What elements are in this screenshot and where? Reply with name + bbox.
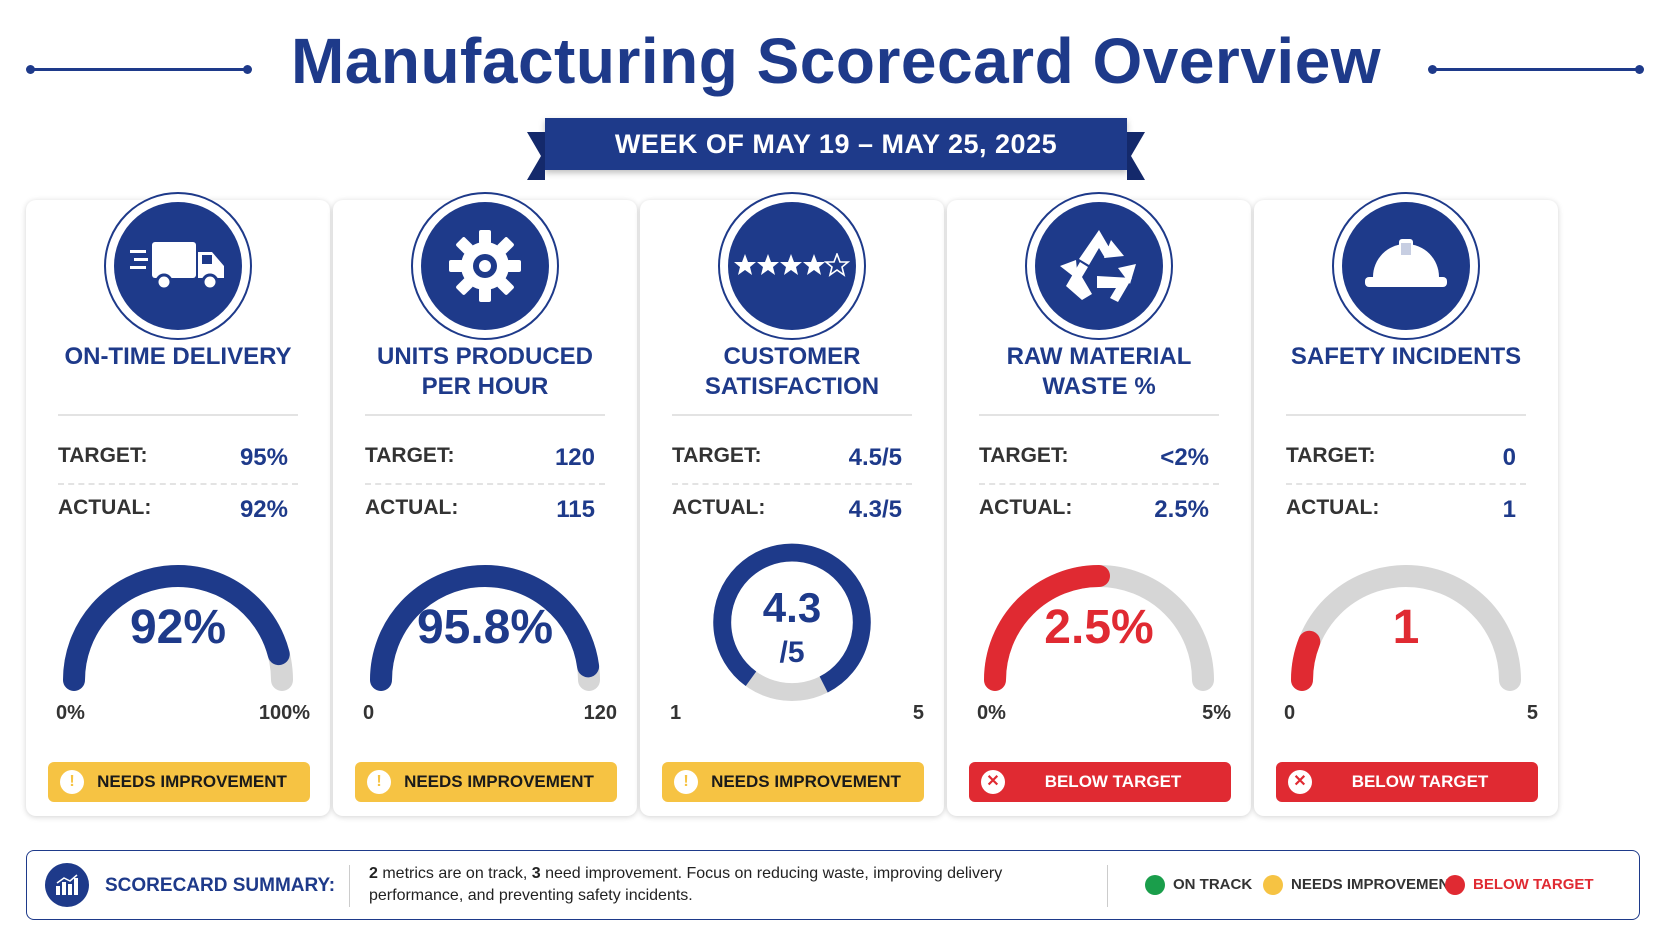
actual-value: 1 <box>1502 496 1516 523</box>
card-title: UNITS PRODUCED PER HOUR <box>376 343 593 400</box>
row-divider <box>58 483 298 485</box>
card-title: ON-TIME DELIVERY <box>64 343 292 370</box>
metric-card: ON-TIME DELIVERY TARGET: 95% ACTUAL: 92%… <box>26 192 330 816</box>
metric-card: RAW MATERIAL WASTE % TARGET: <2% ACTUAL: … <box>947 192 1251 816</box>
gauge-fill <box>370 565 600 691</box>
target-value: 0 <box>1502 444 1516 471</box>
title-row: Manufacturing Scorecard Overview <box>0 18 1672 108</box>
bar-chart-icon <box>45 863 89 907</box>
gauge-min-label: 0 <box>363 702 375 724</box>
card-divider <box>1286 414 1526 416</box>
card-divider <box>672 414 912 416</box>
week-banner: WEEK OF MAY 19 – MAY 25, 2025 <box>527 118 1145 180</box>
actual-row: ACTUAL: 4.3/5 <box>672 496 902 523</box>
actual-value: 115 <box>556 496 595 523</box>
delivery-truck-icon <box>114 202 242 330</box>
actual-value: 92% <box>239 496 288 523</box>
gauge-fill <box>1291 630 1321 691</box>
gauge-min-label: 0 <box>1284 702 1296 724</box>
recycle-icon-badge <box>1025 192 1173 340</box>
gauge-fill <box>63 565 290 691</box>
status-badge: ✕ BELOW TARGET <box>1276 762 1538 802</box>
x-circle-icon: ✕ <box>1288 770 1312 794</box>
gauge-max-label: 100% <box>258 702 310 724</box>
metric-card: UNITS PRODUCED PER HOUR TARGET: 120 ACTUA… <box>333 192 637 816</box>
target-row: TARGET: 0 <box>1286 444 1516 471</box>
target-row: TARGET: 4.5/5 <box>672 444 902 471</box>
title-divider-right <box>1428 65 1644 74</box>
actual-value: 2.5% <box>1154 496 1209 523</box>
legend-divider <box>1107 865 1108 907</box>
card-divider <box>58 414 298 416</box>
legend-on-track: ON TRACK <box>1145 875 1252 895</box>
card-title: CUSTOMER SATISFACTION <box>704 343 880 400</box>
delivery-truck-icon-badge <box>104 192 252 340</box>
gauge-fill <box>713 543 871 693</box>
target-row: TARGET: <2% <box>979 444 1209 471</box>
scorecard-summary: SCORECARD SUMMARY: 2 metrics are on trac… <box>26 850 1640 920</box>
row-divider <box>1286 483 1526 485</box>
target-value: 4.5/5 <box>848 444 902 471</box>
x-circle-icon: ✕ <box>981 770 1005 794</box>
warning-icon: ! <box>367 770 391 794</box>
page-title: Manufacturing Scorecard Overview <box>290 25 1382 97</box>
warning-icon: ! <box>674 770 698 794</box>
gauge-max-label: 5 <box>1526 702 1538 724</box>
gauge-max-label: 5 <box>912 702 924 724</box>
actual-row: ACTUAL: 1 <box>1286 496 1516 523</box>
summary-text: 2 metrics are on track, 3 need improveme… <box>369 865 1003 904</box>
row-divider <box>365 483 605 485</box>
title-divider-left <box>26 65 252 74</box>
gear-icon <box>421 202 549 330</box>
red-dot-icon <box>1445 875 1465 895</box>
gauge-min-label: 1 <box>670 702 682 724</box>
gauge-value: 4.3/5 <box>762 584 822 670</box>
row-divider <box>979 483 1219 485</box>
gauge-max-label: 5% <box>1202 702 1231 724</box>
star-rating-icon-badge <box>718 192 866 340</box>
status-badge: ! NEEDS IMPROVEMENT <box>662 762 924 802</box>
gauge-value: 95.8% <box>416 601 554 654</box>
actual-row: ACTUAL: 2.5% <box>979 496 1209 523</box>
gauge-max-label: 120 <box>583 702 617 724</box>
card-title: RAW MATERIAL WASTE % <box>1006 343 1192 400</box>
gauge-fill <box>984 565 1110 691</box>
summary-divider <box>349 865 350 907</box>
recycle-icon <box>1035 202 1163 330</box>
gauge-min-label: 0% <box>977 702 1006 724</box>
target-value: <2% <box>1160 444 1209 471</box>
gauge-min-label: 0% <box>56 702 85 724</box>
actual-row: ACTUAL: 115 <box>365 496 595 523</box>
warning-icon: ! <box>60 770 84 794</box>
legend-below-target: BELOW TARGET <box>1445 875 1594 895</box>
hard-hat-icon <box>1342 202 1470 330</box>
target-value: 95% <box>239 444 288 471</box>
actual-value: 4.3/5 <box>848 496 902 523</box>
metric-card: CUSTOMER SATISFACTION TARGET: 4.5/5 ACTUA… <box>640 192 944 816</box>
actual-row: ACTUAL: 92% <box>58 496 288 523</box>
gauge-value: 1 <box>1392 601 1420 654</box>
hard-hat-icon-badge <box>1332 192 1480 340</box>
target-row: TARGET: 95% <box>58 444 288 471</box>
gauge-value: 2.5% <box>1044 601 1154 654</box>
green-dot-icon <box>1145 875 1165 895</box>
status-badge: ✕ BELOW TARGET <box>969 762 1231 802</box>
target-row: TARGET: 120 <box>365 444 595 471</box>
metric-card: SAFETY INCIDENTS TARGET: 0 ACTUAL: 1 1 0… <box>1254 192 1558 816</box>
legend-needs-improvement: NEEDS IMPROVEMENT <box>1263 875 1459 895</box>
star-rating-icon <box>728 202 856 330</box>
yellow-dot-icon <box>1263 875 1283 895</box>
card-divider <box>365 414 605 416</box>
target-value: 120 <box>554 444 595 471</box>
status-badge: ! NEEDS IMPROVEMENT <box>48 762 310 802</box>
summary-label: SCORECARD SUMMARY: <box>105 875 336 896</box>
row-divider <box>672 483 912 485</box>
gauge-value: 92% <box>129 601 227 654</box>
card-title: SAFETY INCIDENTS <box>1290 343 1522 370</box>
status-badge: ! NEEDS IMPROVEMENT <box>355 762 617 802</box>
gear-icon-badge <box>411 192 559 340</box>
card-divider <box>979 414 1219 416</box>
